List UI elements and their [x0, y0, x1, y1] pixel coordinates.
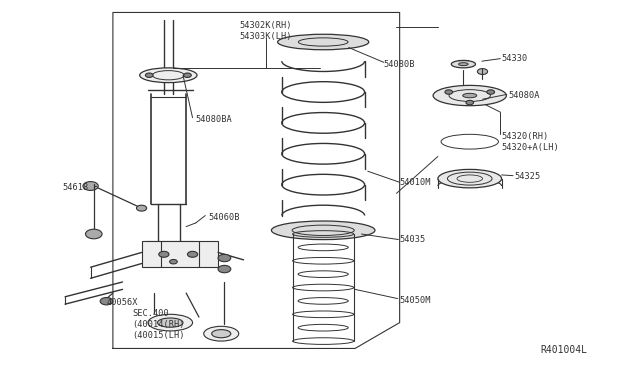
Ellipse shape	[278, 34, 369, 50]
Text: 54320(RH): 54320(RH)	[502, 132, 549, 141]
Circle shape	[184, 73, 191, 77]
Ellipse shape	[140, 68, 197, 83]
Ellipse shape	[212, 330, 231, 338]
Circle shape	[445, 90, 452, 94]
Ellipse shape	[204, 326, 239, 341]
Circle shape	[159, 251, 169, 257]
Circle shape	[477, 68, 488, 74]
Text: 40056X: 40056X	[106, 298, 138, 307]
Text: 54080B: 54080B	[384, 60, 415, 69]
Circle shape	[145, 73, 153, 77]
Text: 54320+A(LH): 54320+A(LH)	[502, 143, 559, 152]
Ellipse shape	[459, 62, 468, 65]
Circle shape	[487, 90, 495, 94]
Text: 54050M: 54050M	[399, 296, 431, 305]
Text: SEC.400: SEC.400	[132, 309, 169, 318]
Text: 54010M: 54010M	[399, 178, 431, 187]
Ellipse shape	[451, 61, 476, 68]
Text: 54303K(LH): 54303K(LH)	[239, 32, 292, 41]
Text: 54302K(RH): 54302K(RH)	[239, 21, 292, 30]
Text: 54330: 54330	[502, 54, 528, 63]
Bar	[141, 241, 218, 267]
Text: (40014(RH): (40014(RH)	[132, 320, 184, 329]
Text: 54618: 54618	[62, 183, 88, 192]
Text: 54060B: 54060B	[209, 213, 240, 222]
Text: R401004L: R401004L	[541, 345, 588, 355]
Ellipse shape	[438, 169, 502, 188]
Text: 54080BA: 54080BA	[196, 115, 232, 124]
Text: 54080A: 54080A	[508, 91, 540, 100]
Circle shape	[86, 229, 102, 239]
Ellipse shape	[271, 221, 375, 240]
Text: (40015(LH): (40015(LH)	[132, 331, 184, 340]
Ellipse shape	[157, 318, 183, 327]
Circle shape	[218, 254, 231, 262]
Circle shape	[218, 265, 231, 273]
Circle shape	[170, 260, 177, 264]
Text: 54325: 54325	[515, 172, 541, 181]
Circle shape	[188, 251, 198, 257]
Ellipse shape	[148, 314, 193, 331]
Circle shape	[136, 205, 147, 211]
Text: 54035: 54035	[399, 235, 426, 244]
Ellipse shape	[433, 86, 506, 106]
Circle shape	[83, 182, 99, 190]
Ellipse shape	[463, 93, 477, 98]
Circle shape	[100, 298, 113, 305]
Circle shape	[466, 100, 474, 105]
